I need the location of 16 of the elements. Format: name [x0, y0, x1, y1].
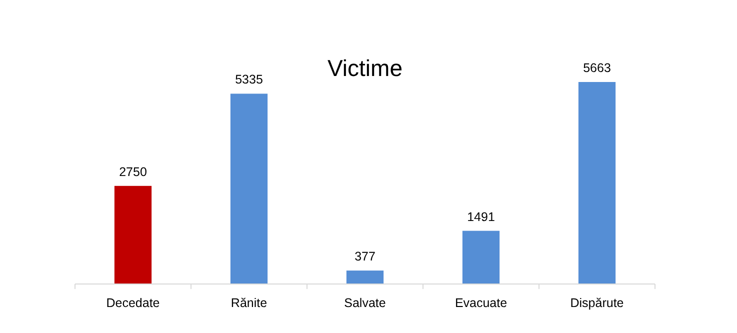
bar — [230, 94, 268, 284]
bar — [578, 82, 616, 284]
bar — [462, 230, 500, 284]
x-tick-label: Dispărute — [570, 296, 624, 310]
data-label: 5335 — [235, 72, 263, 87]
data-label: 377 — [354, 250, 376, 264]
data-label: 1491 — [467, 210, 495, 224]
chart-title: Victime — [328, 55, 402, 81]
bar — [346, 270, 384, 284]
data-label: 2750 — [119, 164, 147, 179]
x-tick-label: Rănite — [230, 296, 268, 310]
bar — [114, 186, 152, 284]
x-tick-label: Salvate — [344, 296, 386, 310]
x-tick-label: Decedate — [106, 296, 160, 310]
data-label: 5663 — [583, 61, 611, 75]
x-tick-label: Evacuate — [454, 296, 508, 310]
